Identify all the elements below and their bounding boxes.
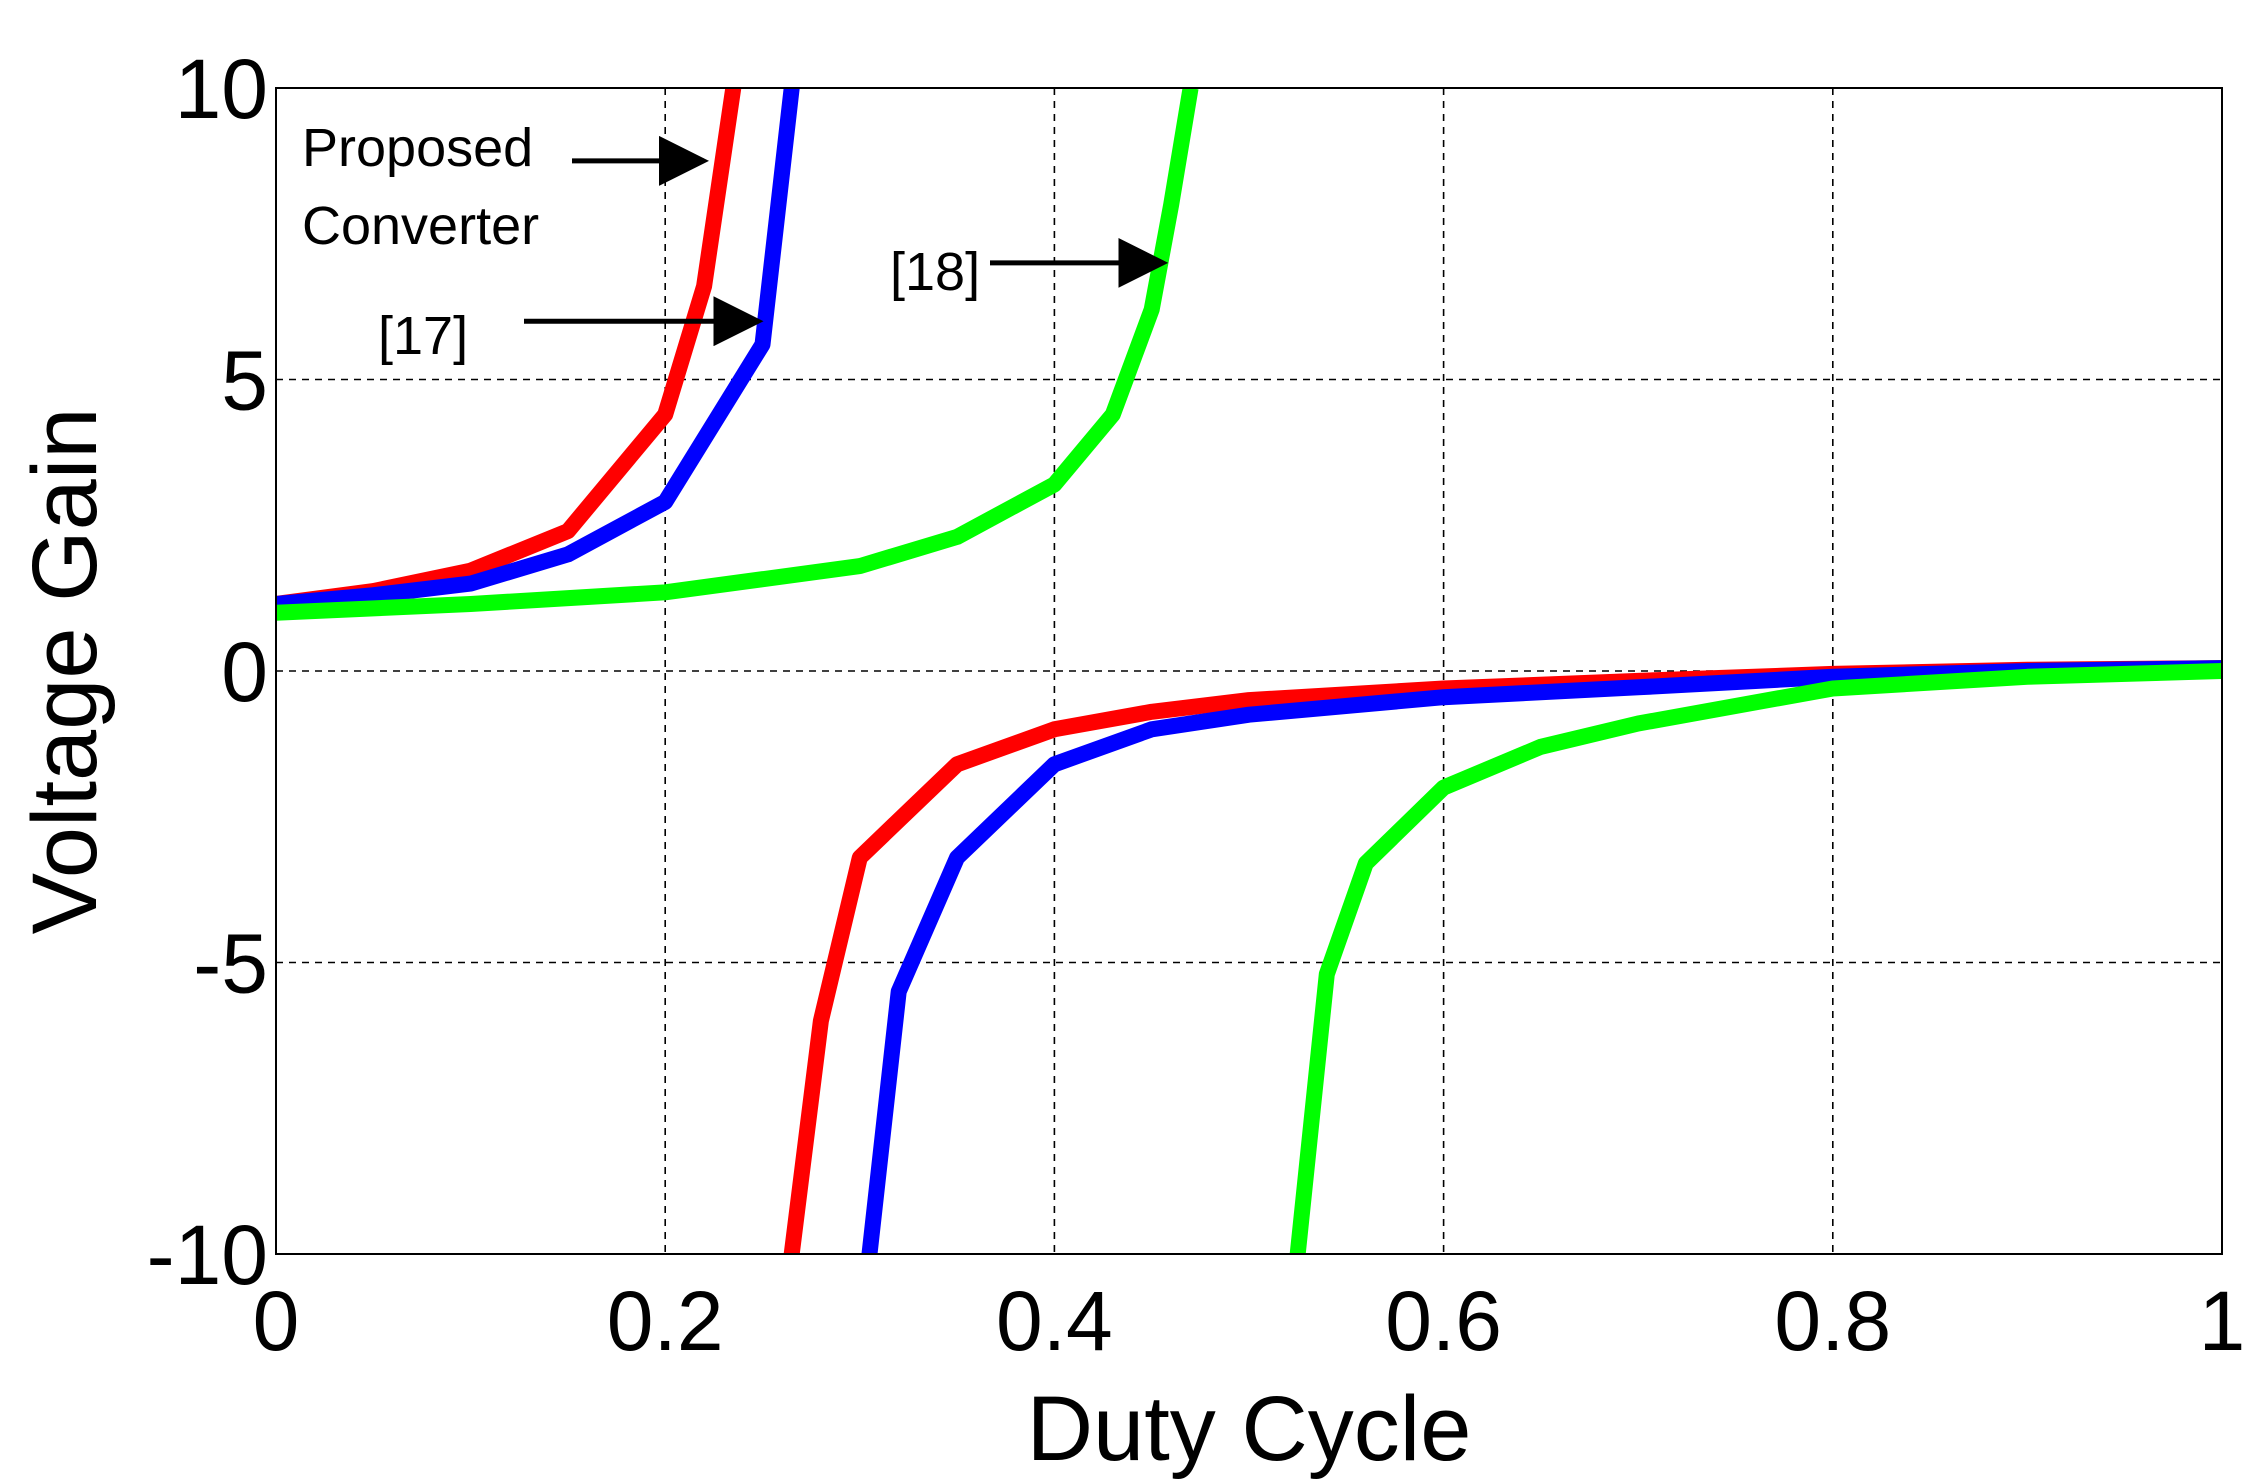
y-tick-label: 0	[221, 625, 268, 719]
x-axis-label: Duty Cycle	[1027, 1378, 1472, 1480]
x-tick-label: 0.8	[1774, 1274, 1891, 1368]
annotation-text: Proposed	[302, 118, 533, 178]
annotation-proposed: Proposed Converter	[302, 118, 710, 256]
x-tick-label: 0.6	[1385, 1274, 1502, 1368]
annotation-18: [18]	[890, 237, 1169, 302]
y-tick-labels: -10 -5 0 5 10	[147, 42, 268, 1302]
y-tick-label: -10	[147, 1208, 268, 1302]
y-tick-label: -5	[193, 917, 268, 1011]
y-axis-label: Voltage Gain	[14, 408, 116, 935]
y-tick-label: 5	[221, 334, 268, 428]
x-tick-label: 0.2	[607, 1274, 724, 1368]
series-line-17-branch2	[861, 660, 2222, 1254]
y-tick-label: 10	[175, 42, 268, 136]
annotation-text: [18]	[890, 242, 980, 302]
annotations: Proposed Converter [17] [18]	[302, 118, 1169, 366]
plot-frame	[275, 87, 2223, 1255]
x-tick-label: 0	[253, 1274, 300, 1368]
x-tick-label: 1	[2199, 1274, 2246, 1368]
x-tick-labels: 0 0.2 0.4 0.6 0.8 1	[253, 1274, 2246, 1368]
annotation-text: [17]	[378, 306, 468, 366]
series-line-18-branch2	[1289, 663, 2222, 1254]
series-group	[276, 88, 2222, 1254]
x-tick-label: 0.4	[996, 1274, 1113, 1368]
annotation-17: [17]	[378, 296, 764, 366]
annotation-text: Converter	[302, 196, 539, 256]
